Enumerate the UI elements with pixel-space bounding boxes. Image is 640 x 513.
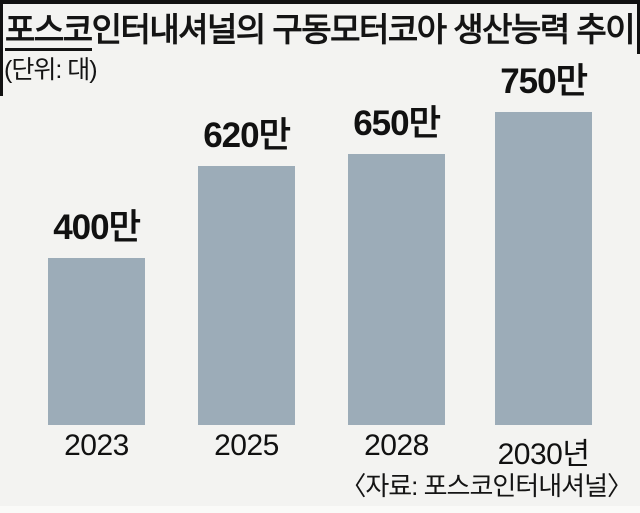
x-axis-label: 2025: [214, 429, 279, 462]
right-corner-cap: [637, 0, 640, 54]
bar-value-label: 400만: [53, 208, 141, 247]
bottom-strip: [0, 506, 640, 513]
bar-2030년: [495, 112, 592, 425]
title-brand-underlined: 포스코: [5, 11, 93, 51]
x-axis-label: 2030년: [497, 438, 590, 471]
left-corner-cap: [0, 0, 3, 96]
x-axis-label: 2023: [64, 429, 129, 462]
source-label: 〈자료: 포스코인터내셔널〉: [340, 471, 633, 501]
bar-value-label: 620만: [203, 116, 291, 155]
bar-value-label: 750만: [500, 62, 588, 101]
top-rule: [0, 0, 640, 4]
title-rest: 인터내셔널의 구동모터코아 생산능력 추이: [91, 11, 636, 48]
bar-2028: [348, 154, 445, 425]
bar-2023: [48, 258, 145, 425]
x-axis-label: 2028: [364, 429, 429, 462]
bar-value-label: 650만: [353, 104, 441, 143]
unit-label: (단위: 대): [4, 56, 98, 84]
page-title: 포스코인터내셔널의 구동모터코아 생산능력 추이: [5, 3, 636, 51]
bar-2025: [198, 166, 295, 425]
